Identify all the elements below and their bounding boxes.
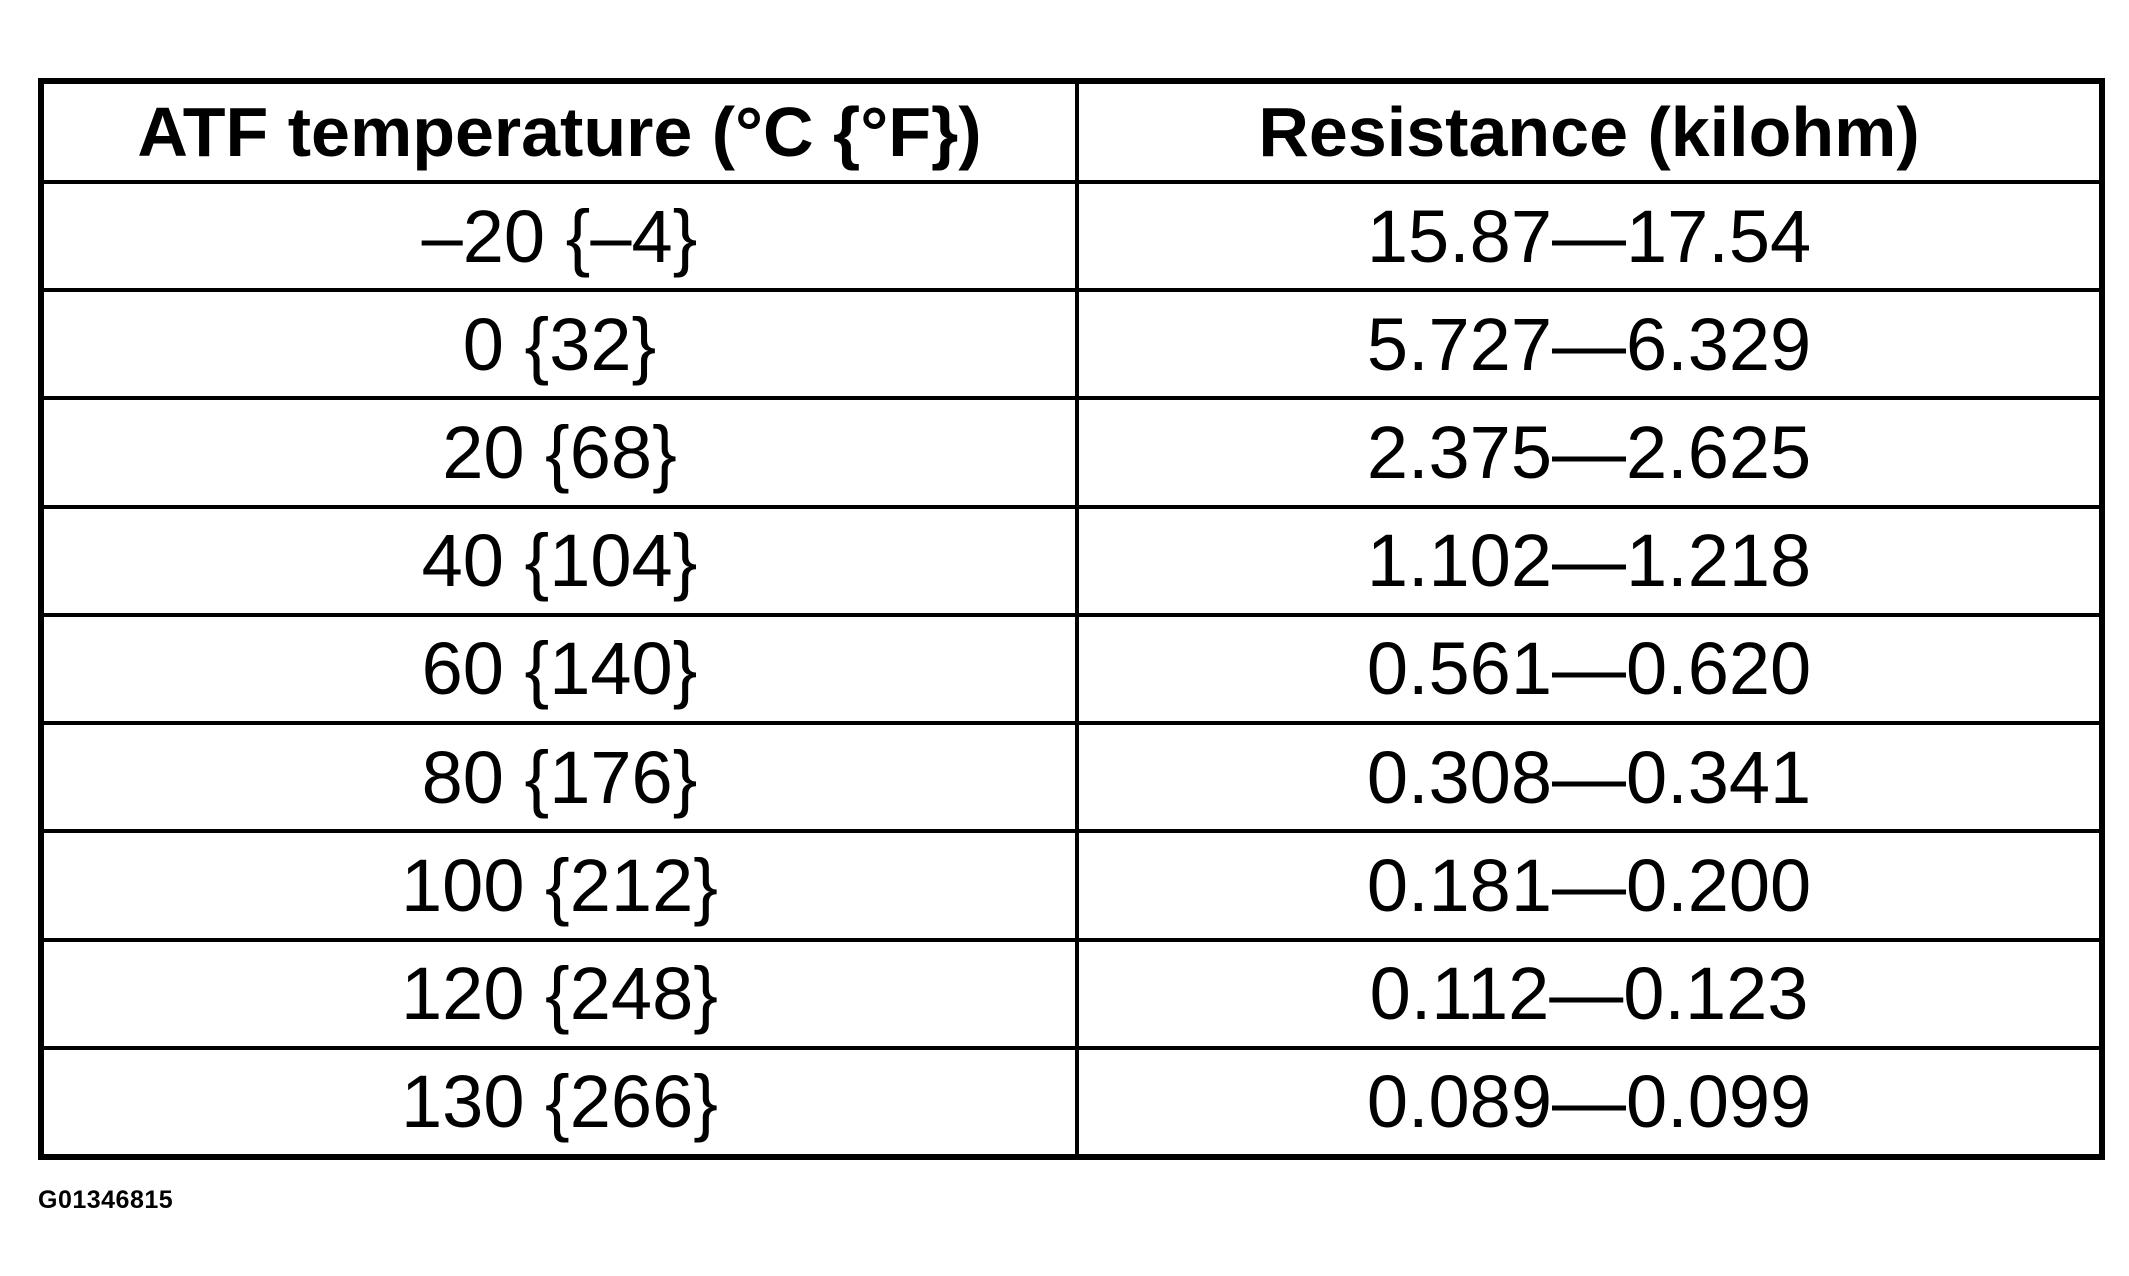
atf-resistance-table: ATF temperature (°C {°F}) Resistance (ki… <box>38 78 2105 1160</box>
resistance-cell: 0.112—0.123 <box>1075 937 2104 1050</box>
resistance-cell: 15.87—17.54 <box>1075 179 2104 293</box>
table-row: 40 {104} 1.102—1.218 <box>39 504 2104 617</box>
temperature-cell: 20 {68} <box>39 396 1079 509</box>
temperature-cell: 40 {104} <box>39 504 1079 617</box>
table-row: 130 {266} 0.089—0.099 <box>39 1045 2104 1160</box>
temperature-cell: 80 {176} <box>39 721 1079 834</box>
resistance-cell: 5.727—6.329 <box>1075 288 2104 401</box>
temperature-cell: –20 {–4} <box>39 179 1079 293</box>
temperature-cell: 60 {140} <box>39 612 1079 726</box>
resistance-cell: 0.089—0.099 <box>1075 1045 2104 1160</box>
table-row: 60 {140} 0.561—0.620 <box>39 612 2104 726</box>
temperature-cell: 130 {266} <box>39 1045 1079 1160</box>
header-atf-temperature: ATF temperature (°C {°F}) <box>39 79 1079 184</box>
temperature-cell: 0 {32} <box>39 288 1079 401</box>
table-row: 20 {68} 2.375—2.625 <box>39 396 2104 509</box>
resistance-cell: 2.375—2.625 <box>1075 396 2104 509</box>
temperature-cell: 120 {248} <box>39 937 1079 1050</box>
resistance-cell: 0.308—0.341 <box>1075 721 2104 834</box>
header-resistance: Resistance (kilohm) <box>1075 79 2104 184</box>
table-row: –20 {–4} 15.87—17.54 <box>39 179 2104 293</box>
table-row: 120 {248} 0.112—0.123 <box>39 937 2104 1050</box>
table-row: 100 {212} 0.181—0.200 <box>39 829 2104 942</box>
resistance-cell: 0.181—0.200 <box>1075 829 2104 942</box>
table-header-row: ATF temperature (°C {°F}) Resistance (ki… <box>39 79 2104 184</box>
temperature-cell: 100 {212} <box>39 829 1079 942</box>
table-row: 0 {32} 5.727—6.329 <box>39 288 2104 401</box>
figure-id-label: G01346815 <box>38 1186 174 1214</box>
table-row: 80 {176} 0.308—0.341 <box>39 721 2104 834</box>
resistance-cell: 1.102—1.218 <box>1075 504 2104 617</box>
resistance-cell: 0.561—0.620 <box>1075 612 2104 726</box>
